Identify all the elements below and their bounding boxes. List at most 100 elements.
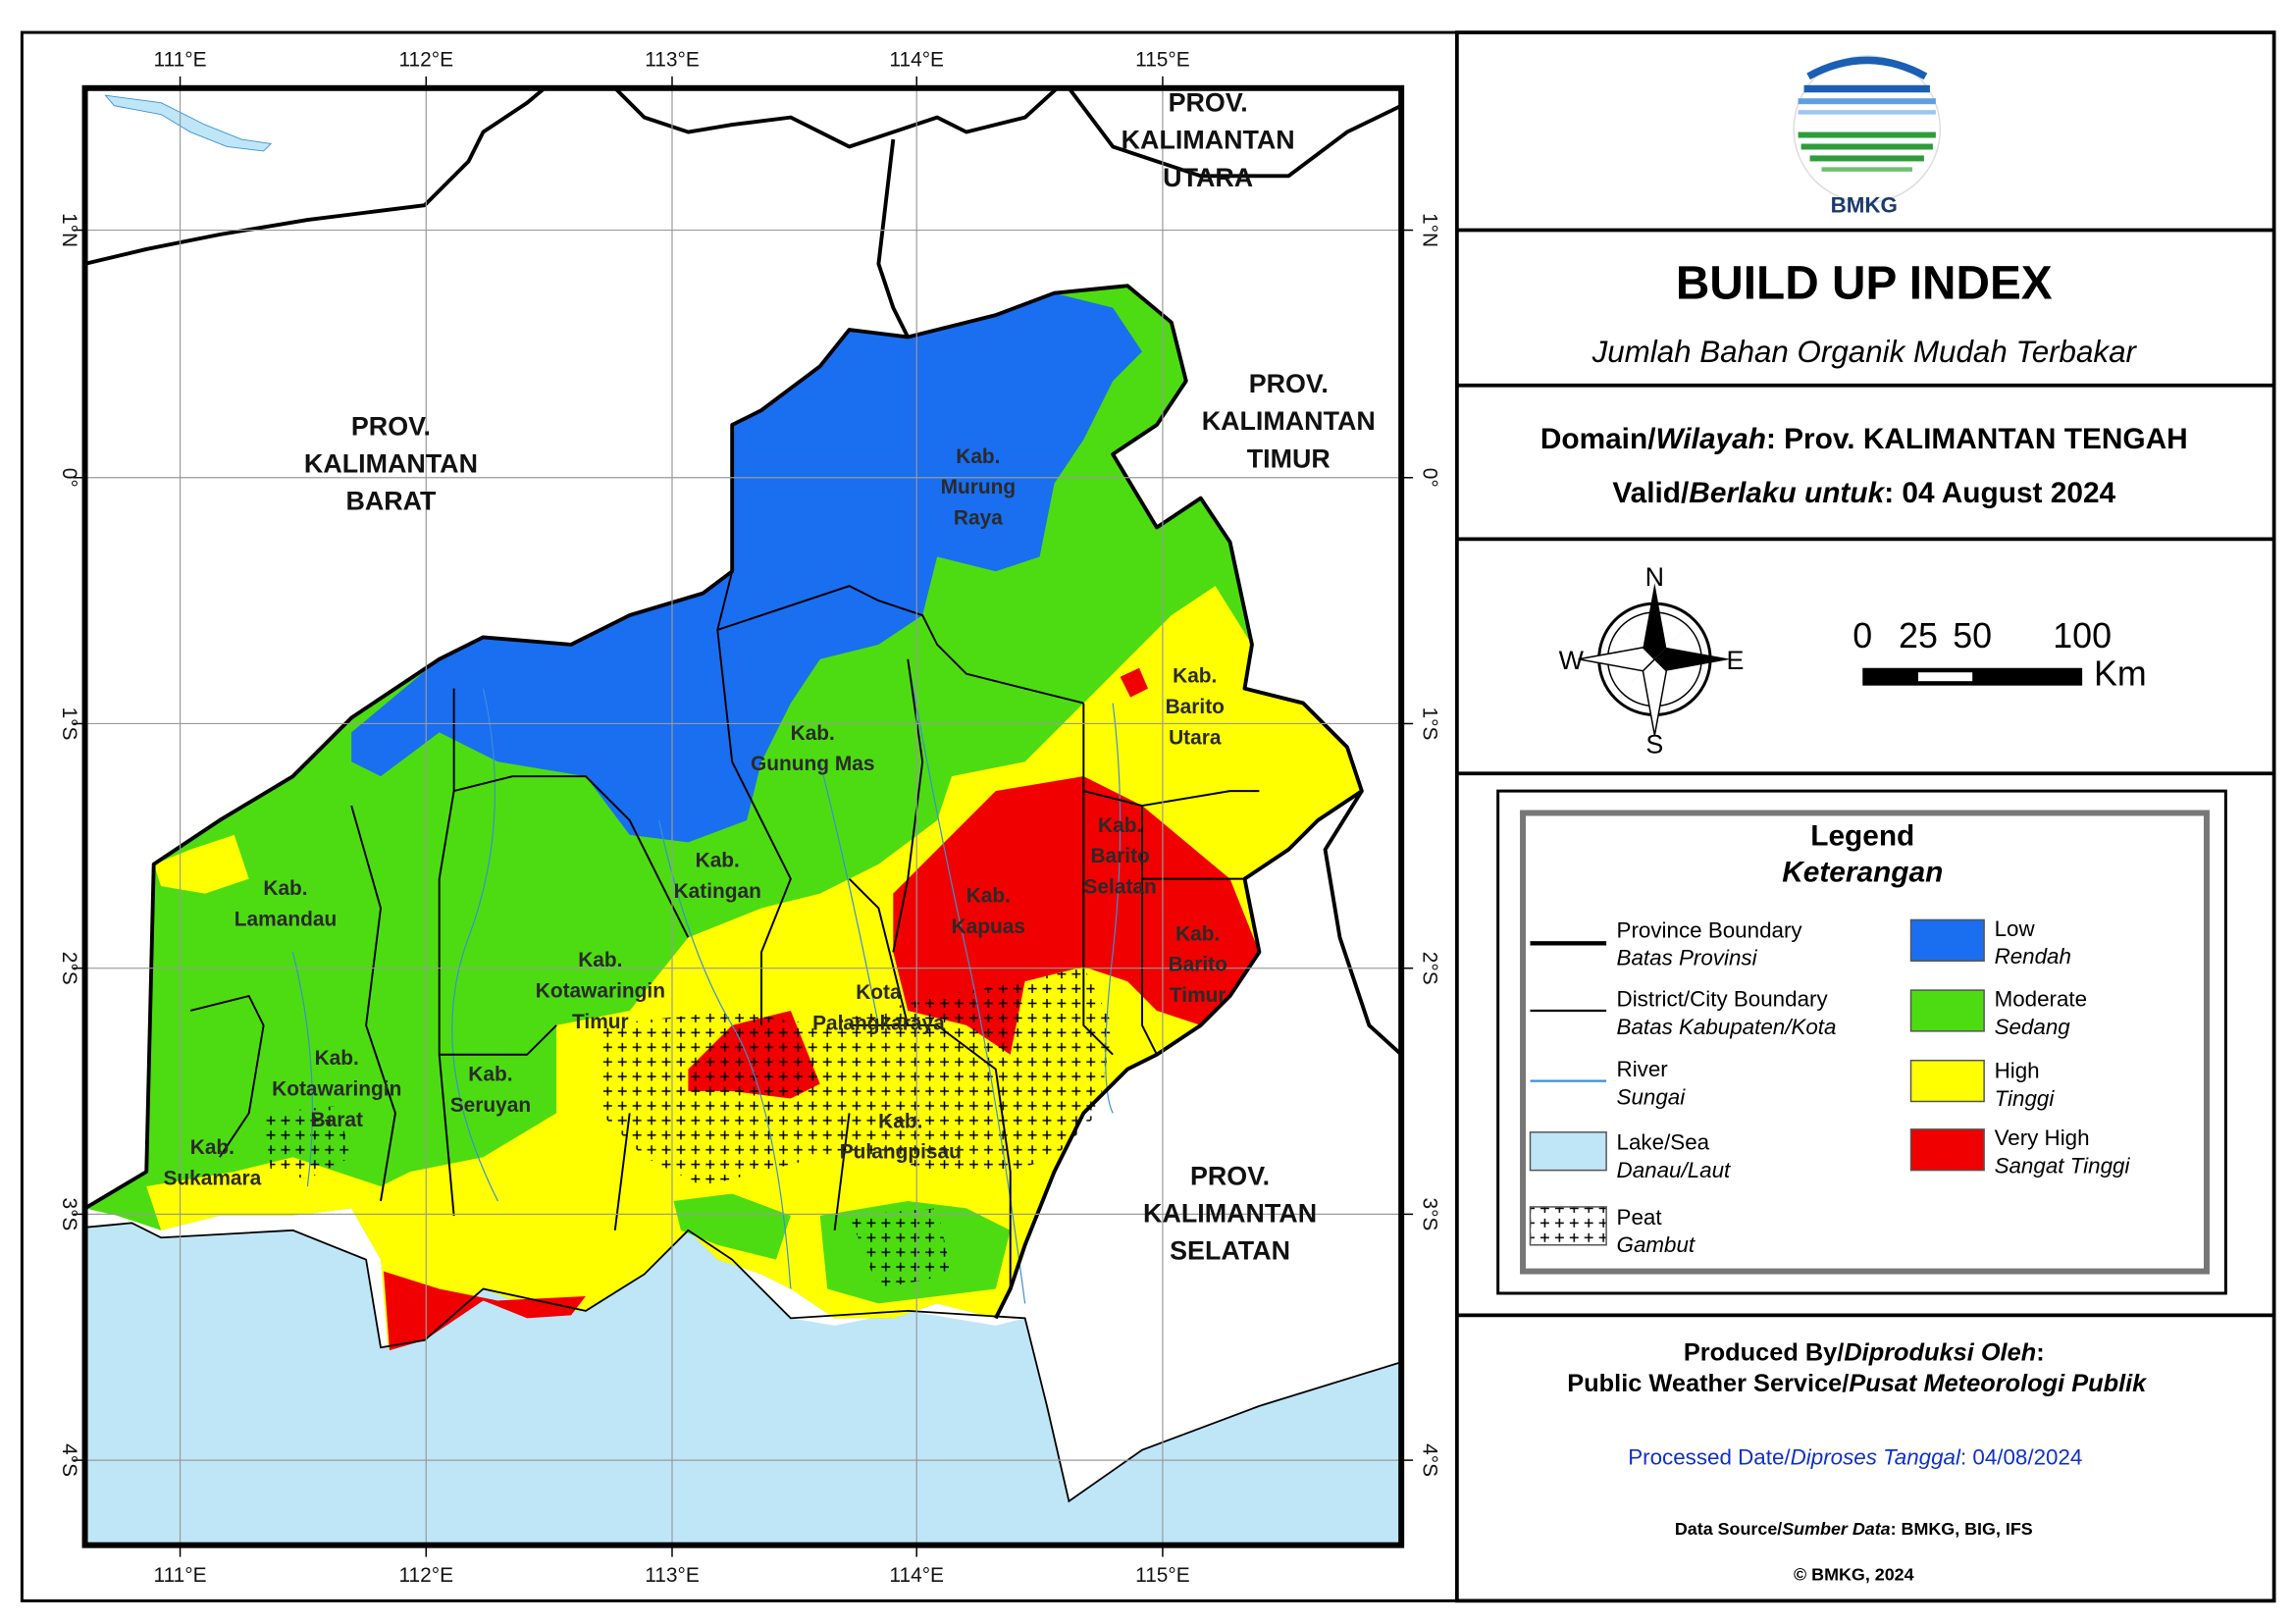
lat-label: 1°S xyxy=(1419,707,1441,741)
province-label: PROV. KALIMANTAN UTARA xyxy=(1122,88,1295,192)
very-high-area xyxy=(893,776,1260,1055)
province-boundary xyxy=(84,87,1402,339)
legend-sublabel: Sedang xyxy=(1995,1015,2071,1039)
label-line: Kab. xyxy=(315,1047,359,1070)
district-label: Kab. Sukamara xyxy=(163,1136,261,1189)
district-label: Kab. Barito Selatan xyxy=(1084,814,1157,899)
label-line: Gunung Mas xyxy=(751,753,874,775)
district-label: Kab. Gunung Mas xyxy=(751,722,874,775)
legend-sublabel: Batas Provinsi xyxy=(1617,946,1758,970)
label-line: PROV. xyxy=(1249,369,1329,398)
label-line: PROV. xyxy=(1169,88,1248,118)
province-boundary xyxy=(1323,790,1402,1057)
label-line: KALIMANTAN xyxy=(1143,1199,1317,1229)
compass-e: E xyxy=(1726,646,1744,675)
lon-label: 114°E xyxy=(889,48,944,71)
label-line: Barat xyxy=(311,1109,363,1131)
label-line: Sukamara xyxy=(163,1168,261,1190)
label-line: Timur xyxy=(572,1011,629,1033)
province-label: PROV. KALIMANTAN BARAT xyxy=(304,411,478,515)
label-line: Kab. xyxy=(956,445,1000,468)
processed-date: Processed Date/Diproses Tanggal: 04/08/2… xyxy=(1628,1445,2082,1470)
legend-sublabel: Tinggi xyxy=(1995,1086,2056,1111)
label-line: Barito xyxy=(1090,845,1149,867)
produced-by: Produced By/Diproduksi Oleh: xyxy=(1684,1339,2045,1367)
lon-label: 115°E xyxy=(1135,48,1190,71)
high-area xyxy=(146,586,1362,1348)
title: BUILD UP INDEX xyxy=(1676,258,2053,310)
service: Public Weather Service/Pusat Meteorologi… xyxy=(1567,1370,2148,1397)
legend-label: High xyxy=(1995,1059,2040,1083)
label-line: Barito xyxy=(1166,696,1225,718)
compass-s: S xyxy=(1645,729,1663,759)
coastline xyxy=(84,1222,1402,1503)
scale-label: 50 xyxy=(1953,616,1992,655)
label-line: Katingan xyxy=(674,880,761,903)
district-label: Kab. Katingan xyxy=(674,850,761,903)
district-label: Kab. Pulangpisau xyxy=(840,1110,962,1163)
lon-label: 113°E xyxy=(645,1564,700,1587)
scale-unit: Km xyxy=(2094,654,2147,694)
label-line: Kotawaringin xyxy=(536,980,665,1003)
domain: Domain/Wilayah: Prov. KALIMANTAN TENGAH xyxy=(1540,423,2188,455)
label-line: Kab. xyxy=(696,850,740,872)
lat-label: 2°S xyxy=(58,952,80,985)
label-line: Kab. xyxy=(578,949,622,971)
bmkg-logo: BMKG xyxy=(1793,55,1942,218)
lat-label: 4°S xyxy=(1419,1443,1441,1477)
district-label: Kab. Kotawaringin Timur xyxy=(536,949,665,1033)
legend-sublabel: Rendah xyxy=(1995,944,2071,969)
district-label: Kota Palangkaraya xyxy=(812,981,945,1034)
high-area xyxy=(153,834,249,894)
label-line: Timur xyxy=(1170,984,1226,1007)
label-line: TIMUR xyxy=(1247,444,1331,473)
label-line: UTARA xyxy=(1163,163,1253,192)
legend-swatch xyxy=(1529,1206,1607,1246)
label-line: Kapuas xyxy=(952,916,1025,938)
subtitle: Jumlah Bahan Organik Mudah Terbakar xyxy=(1592,335,2138,369)
map-frame xyxy=(81,84,1405,1548)
peat-area xyxy=(849,1208,953,1289)
valid-date: Valid/Berlaku untuk: 04 August 2024 xyxy=(1612,477,2115,509)
label-line: Kab. xyxy=(966,885,1011,908)
legend-swatch xyxy=(1909,1128,1985,1172)
label-line: Kotawaringin xyxy=(272,1078,401,1101)
legend-sublabel: Gambut xyxy=(1617,1232,1696,1257)
district-label: Kab. Barito Utara xyxy=(1166,665,1225,750)
label-line: Kab. xyxy=(791,722,835,745)
legend-swatch xyxy=(1909,989,1985,1032)
label-line: PROV. xyxy=(1190,1162,1270,1191)
district-label: Kab. Lamandau xyxy=(235,877,337,930)
legend-label: Moderate xyxy=(1995,986,2088,1011)
lat-label: 0° xyxy=(1419,468,1441,488)
compass-n: N xyxy=(1645,562,1664,592)
label-line: KALIMANTAN xyxy=(1202,406,1376,436)
data-source: Data Source/Sumber Data: BMKG, BIG, IFS xyxy=(1675,1519,2033,1539)
legend-label: District/City Boundary xyxy=(1617,986,1829,1011)
label-line: Barito xyxy=(1169,954,1227,976)
legend-label: Low xyxy=(1995,916,2036,941)
label-line: BARAT xyxy=(345,487,437,516)
lon-label: 113°E xyxy=(645,48,700,71)
lon-label: 111°E xyxy=(154,48,207,71)
district-label: Kab. Kapuas xyxy=(952,885,1025,938)
logo-text: BMKG xyxy=(1831,193,1898,218)
peat-area xyxy=(600,967,1114,1187)
province-boundary xyxy=(84,284,1364,1320)
label-line: KALIMANTAN xyxy=(304,449,478,479)
label-line: Selatan xyxy=(1084,876,1157,899)
river xyxy=(291,658,1122,1304)
lon-label: 115°E xyxy=(1135,1564,1190,1587)
moderate-area xyxy=(673,1193,791,1260)
label-line: Murung xyxy=(941,476,1017,498)
lat-label: 4°S xyxy=(58,1443,80,1477)
district-label: Kab. Barito Timur xyxy=(1169,922,1227,1007)
legend-swatch xyxy=(1529,1131,1607,1172)
label-line: Kab. xyxy=(1173,665,1217,688)
legend-label: Lake/Sea xyxy=(1617,1130,1710,1155)
map-area xyxy=(84,87,1402,1545)
lat-label: 3°S xyxy=(1419,1197,1441,1230)
label-line: SELATAN xyxy=(1170,1236,1290,1266)
